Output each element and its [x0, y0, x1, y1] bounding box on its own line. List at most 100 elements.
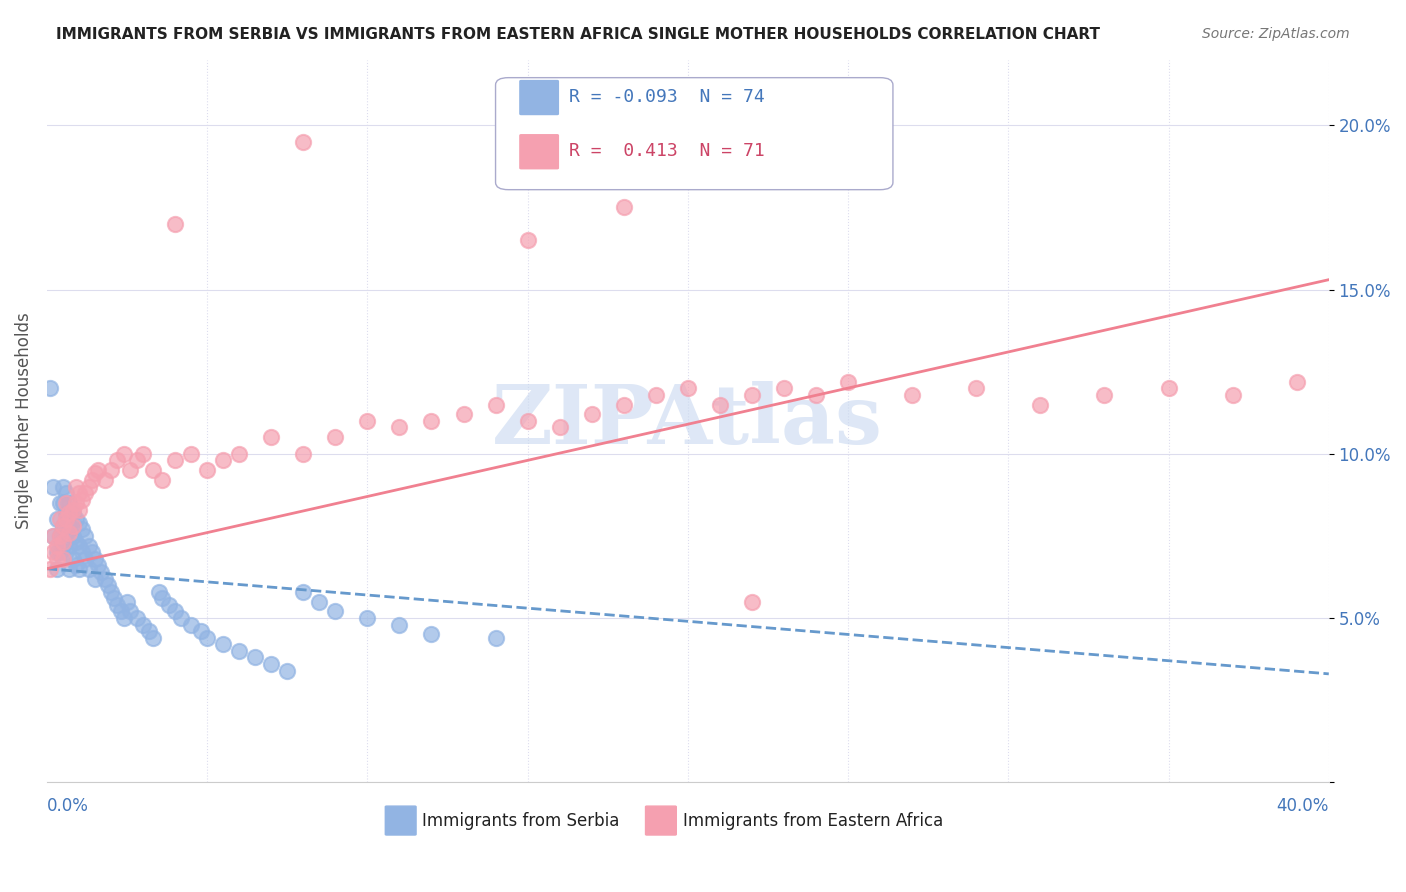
Point	[180, 447, 202, 461]
Point	[100, 584, 122, 599]
Point	[150, 473, 173, 487]
Point	[644, 387, 666, 401]
Point	[52, 519, 75, 533]
Point	[115, 594, 138, 608]
Point	[165, 217, 187, 231]
Point	[228, 447, 250, 461]
Point	[87, 558, 110, 573]
Point	[228, 644, 250, 658]
Y-axis label: Single Mother Households: Single Mother Households	[15, 312, 32, 529]
Point	[1285, 375, 1308, 389]
Point	[67, 539, 90, 553]
Point	[42, 480, 65, 494]
Point	[901, 387, 924, 401]
Point	[52, 552, 75, 566]
Point	[55, 525, 77, 540]
Point	[67, 486, 90, 500]
Point	[42, 545, 65, 559]
Point	[48, 529, 70, 543]
Point	[613, 397, 636, 411]
Point	[100, 463, 122, 477]
Point	[52, 480, 75, 494]
Point	[55, 545, 77, 559]
Point	[132, 617, 155, 632]
Point	[52, 535, 75, 549]
Point	[356, 611, 378, 625]
Point	[548, 420, 571, 434]
Point	[292, 447, 315, 461]
Point	[260, 430, 283, 444]
Point	[1094, 387, 1116, 401]
Point	[58, 519, 80, 533]
Point	[260, 657, 283, 671]
Point	[75, 529, 97, 543]
Point	[45, 552, 67, 566]
FancyBboxPatch shape	[495, 78, 893, 190]
Point	[148, 584, 170, 599]
Point	[138, 624, 160, 639]
Point	[110, 604, 132, 618]
Point	[45, 545, 67, 559]
Point	[77, 539, 100, 553]
FancyBboxPatch shape	[520, 135, 558, 169]
Point	[93, 473, 115, 487]
Point	[965, 381, 987, 395]
Point	[70, 522, 93, 536]
Point	[62, 502, 84, 516]
Point	[292, 584, 315, 599]
Point	[48, 496, 70, 510]
Point	[112, 447, 135, 461]
Point	[837, 375, 859, 389]
Point	[142, 631, 165, 645]
Text: ZIPAtlas: ZIPAtlas	[492, 381, 883, 461]
Point	[65, 496, 87, 510]
Point	[52, 496, 75, 510]
Text: 0.0%: 0.0%	[46, 797, 89, 814]
Point	[42, 529, 65, 543]
Point	[39, 381, 62, 395]
Point	[1222, 387, 1244, 401]
Point	[195, 631, 218, 645]
Point	[103, 591, 125, 606]
Point	[58, 562, 80, 576]
Point	[613, 201, 636, 215]
Point	[70, 492, 93, 507]
Point	[165, 453, 187, 467]
Point	[157, 598, 180, 612]
Point	[105, 598, 128, 612]
Point	[388, 420, 411, 434]
Point	[48, 529, 70, 543]
Point	[62, 552, 84, 566]
Point	[65, 512, 87, 526]
Point	[709, 397, 731, 411]
Point	[58, 506, 80, 520]
Point	[1157, 381, 1180, 395]
Point	[87, 463, 110, 477]
Point	[308, 594, 330, 608]
Point	[212, 637, 235, 651]
Point	[276, 664, 298, 678]
Text: Source: ZipAtlas.com: Source: ZipAtlas.com	[1202, 27, 1350, 41]
Point	[120, 604, 142, 618]
Point	[70, 545, 93, 559]
Point	[55, 506, 77, 520]
Point	[62, 506, 84, 520]
Point	[58, 525, 80, 540]
Point	[62, 529, 84, 543]
Point	[150, 591, 173, 606]
Point	[45, 539, 67, 553]
Text: Immigrants from Eastern Africa: Immigrants from Eastern Africa	[683, 812, 943, 830]
Point	[195, 463, 218, 477]
Point	[741, 387, 763, 401]
Point	[77, 480, 100, 494]
Point	[80, 545, 103, 559]
Point	[190, 624, 212, 639]
Point	[75, 486, 97, 500]
Point	[323, 430, 346, 444]
Text: IMMIGRANTS FROM SERBIA VS IMMIGRANTS FROM EASTERN AFRICA SINGLE MOTHER HOUSEHOLD: IMMIGRANTS FROM SERBIA VS IMMIGRANTS FRO…	[56, 27, 1101, 42]
Point	[75, 552, 97, 566]
Point	[165, 604, 187, 618]
Text: Immigrants from Serbia: Immigrants from Serbia	[422, 812, 620, 830]
Point	[741, 594, 763, 608]
Point	[420, 627, 443, 641]
